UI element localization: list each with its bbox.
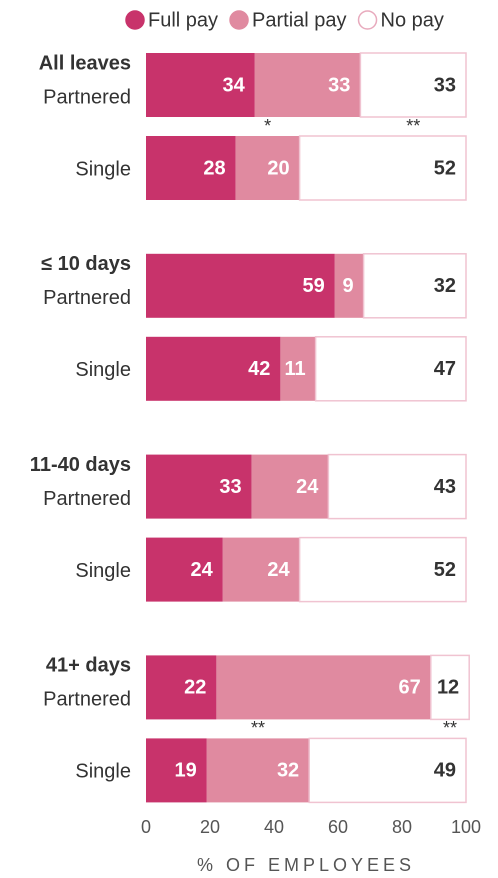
bar-segment [280,336,316,401]
legend-label: Partial pay [252,9,347,31]
bar-segment [327,453,467,520]
x-tick-label: 80 [392,817,412,837]
x-tick-label: 60 [328,817,348,837]
annotation: ** [251,718,265,738]
annotation: ** [443,718,457,738]
value-label: 59 [303,275,325,297]
row-label: Partnered [43,689,131,711]
row-label: Partnered [43,287,131,309]
value-label: 52 [434,559,456,581]
value-label: 20 [267,157,289,179]
x-tick-label: 40 [264,817,284,837]
group-title: ≤ 10 days [41,253,131,275]
bar-segment [362,253,467,319]
value-label: 34 [223,74,246,96]
bar-segment [146,454,252,519]
x-tick-label: 0 [141,817,151,837]
value-label: 49 [434,760,456,782]
value-label: 24 [191,559,214,581]
row-label: Partnered [43,86,131,108]
legend-label: No pay [381,9,444,31]
value-label: 33 [328,74,350,96]
row-label: Single [75,158,131,180]
annotation: ** [406,116,420,136]
value-label: 12 [437,677,459,699]
value-label: 43 [434,476,456,498]
legend-swatch [229,10,249,30]
value-label: 22 [184,677,206,699]
annotation: * [264,116,271,136]
x-tick-label: 20 [200,817,220,837]
value-label: 32 [277,760,299,782]
legend-swatch [357,10,378,30]
value-label: 47 [434,358,456,380]
bar-segment [146,738,207,803]
value-label: 67 [399,677,421,699]
bar-segment [146,253,335,318]
value-label: 9 [342,275,353,297]
row-label: Single [75,761,131,783]
value-label: 24 [267,559,290,581]
bar-segment [235,136,300,200]
bar-segment [146,537,223,602]
bar-segment [314,336,467,402]
bar-segment [206,738,310,803]
bar-segment [254,53,361,117]
value-label: 52 [434,157,456,179]
bar-segment [308,737,467,804]
value-label: 28 [203,157,225,179]
bar-segment [298,536,467,603]
legend-swatch [125,10,145,30]
row-label: Single [75,560,131,582]
bar-segment [222,537,300,602]
group-title: 41+ days [46,655,131,677]
bar-segment [146,136,236,200]
group-title: All leaves [39,52,131,74]
value-label: 42 [248,358,270,380]
group-title: 11-40 days [30,454,131,476]
bar-segment [216,655,431,720]
value-label: 33 [219,476,241,498]
bar-segment [359,52,467,118]
legend-label: Full pay [148,9,218,31]
bar-segment [251,454,329,519]
value-label: 11 [284,358,305,380]
bar-segment [298,135,467,201]
value-label: 24 [296,476,319,498]
bar-segment [334,253,364,318]
x-axis-label: % OF EMPLOYEES [197,855,415,875]
bar-segment [146,336,281,401]
value-label: 33 [434,74,456,96]
bar-segment [430,654,470,721]
value-label: 32 [434,275,456,297]
row-label: Single [75,359,131,381]
value-label: 19 [175,760,197,782]
row-label: Partnered [43,488,131,510]
bar-segment [146,53,255,117]
bar-segment [146,655,217,720]
x-tick-label: 100 [451,817,481,837]
